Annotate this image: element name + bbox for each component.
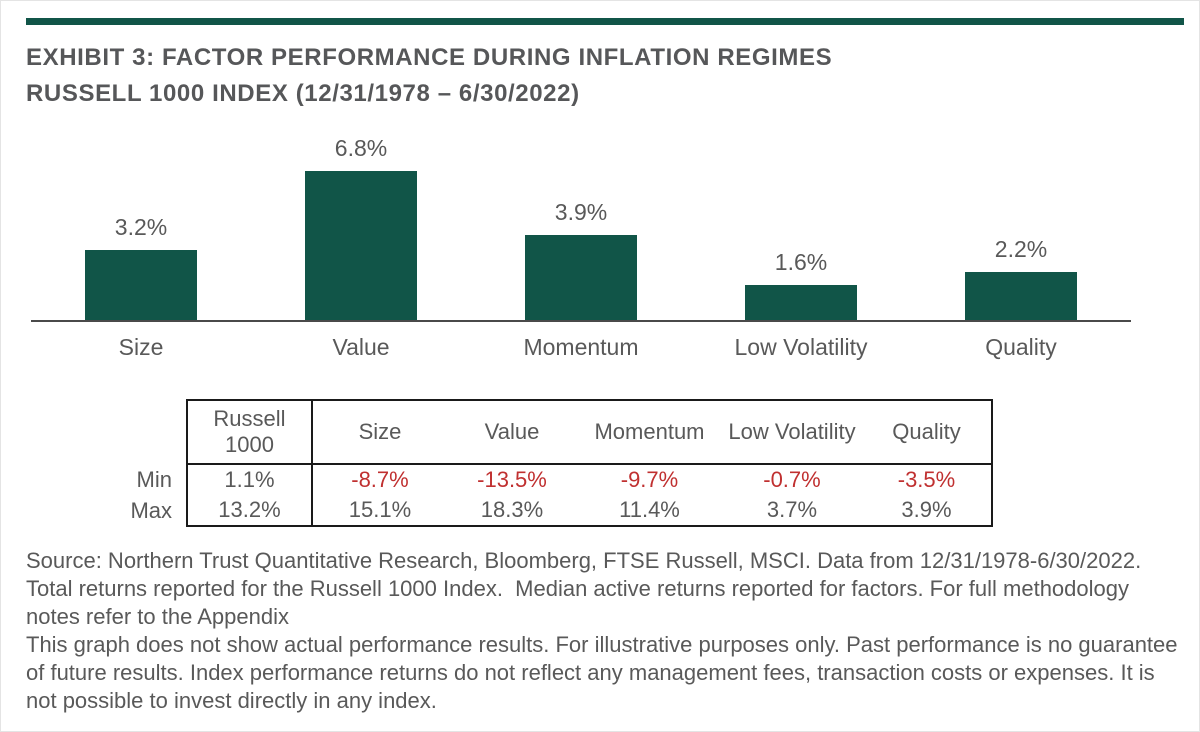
x-label-momentum: Momentum: [523, 334, 639, 360]
min-cell: -8.7%: [351, 467, 409, 492]
max-cell: 13.2%: [187, 495, 313, 526]
bar-quality: [965, 272, 1077, 320]
exhibit-title-line2: RUSSELL 1000 INDEX (12/31/1978 – 6/30/20…: [26, 80, 580, 107]
exhibit-header: EXHIBIT 3: FACTOR PERFORMANCE DURING INF…: [26, 40, 1184, 112]
bar-group-low-volatility: 1.6%: [691, 249, 911, 320]
max-cell: 15.1%: [348, 497, 412, 522]
col-header-value: Value: [447, 400, 577, 465]
accent-rule: [26, 18, 1184, 25]
col-header-momentum: Momentum: [577, 400, 722, 465]
bar-value-label: 1.6%: [774, 249, 828, 275]
min-cell: -3.5%: [897, 467, 956, 492]
row-label-min: Min: [136, 467, 172, 492]
bar-low-volatility: [745, 285, 857, 320]
x-label-size: Size: [118, 334, 164, 360]
bar-momentum: [525, 235, 637, 320]
col-header-quality: Quality: [862, 400, 992, 465]
col-header-low-volatility: Low Volatility: [722, 400, 862, 465]
x-label-low-volatility: Low Volatility: [734, 334, 868, 360]
bar-group-size: 3.2%: [31, 214, 251, 320]
bar-size: [85, 250, 197, 320]
bar-value-label: 2.2%: [994, 236, 1048, 262]
min-cell: -9.7%: [620, 467, 679, 492]
row-label-max: Max: [130, 498, 172, 523]
bar-chart-plot-area: 3.2% 6.8% 3.9% 1.6% 2.2%: [31, 132, 1131, 322]
bar-value-label: 6.8%: [334, 135, 388, 161]
max-cell: 18.3%: [480, 497, 544, 522]
source-note: Source: Northern Trust Quantitative Rese…: [26, 548, 1147, 629]
table-row-max: 13.2% 15.1% 18.3% 11.4% 3.7% 3.9%: [187, 495, 992, 526]
bar-value-label: 3.9%: [554, 199, 608, 225]
minmax-table-section: Min Max Russell 1000 Size Value Momentum…: [126, 399, 1184, 527]
min-cell: -0.7%: [763, 467, 821, 492]
disclaimer-note: This graph does not show actual performa…: [26, 632, 1184, 713]
factor-bar-chart: 3.2% 6.8% 3.9% 1.6% 2.2% Size Value: [31, 132, 1184, 361]
bar-group-value: 6.8%: [251, 135, 471, 320]
min-cell: 1.1%: [187, 464, 313, 495]
x-label-value: Value: [332, 334, 390, 360]
bar-value: [305, 171, 417, 320]
exhibit-title-line1: EXHIBIT 3: FACTOR PERFORMANCE DURING INF…: [26, 44, 833, 71]
x-label-quality: Quality: [985, 334, 1057, 360]
max-cell: 3.7%: [766, 497, 818, 522]
bar-value-label: 3.2%: [114, 214, 168, 240]
table-row-labels: Min Max: [126, 464, 172, 527]
col-header-size: Size: [312, 400, 447, 465]
col-header-russell-1000: Russell 1000: [187, 400, 313, 465]
min-cell: -13.5%: [477, 467, 547, 492]
max-cell: 11.4%: [619, 497, 680, 522]
table-row-min: 1.1% -8.7% -13.5% -9.7% -0.7% -3.5%: [187, 464, 992, 495]
minmax-table: Russell 1000 Size Value Momentum Low Vol…: [186, 399, 993, 527]
bar-group-momentum: 3.9%: [471, 199, 691, 320]
table-header-row: Russell 1000 Size Value Momentum Low Vol…: [187, 400, 992, 465]
bar-group-quality: 2.2%: [911, 236, 1131, 320]
x-axis-labels: Size Value Momentum Low Volatility Quali…: [31, 322, 1131, 361]
max-cell: 3.9%: [901, 497, 952, 522]
